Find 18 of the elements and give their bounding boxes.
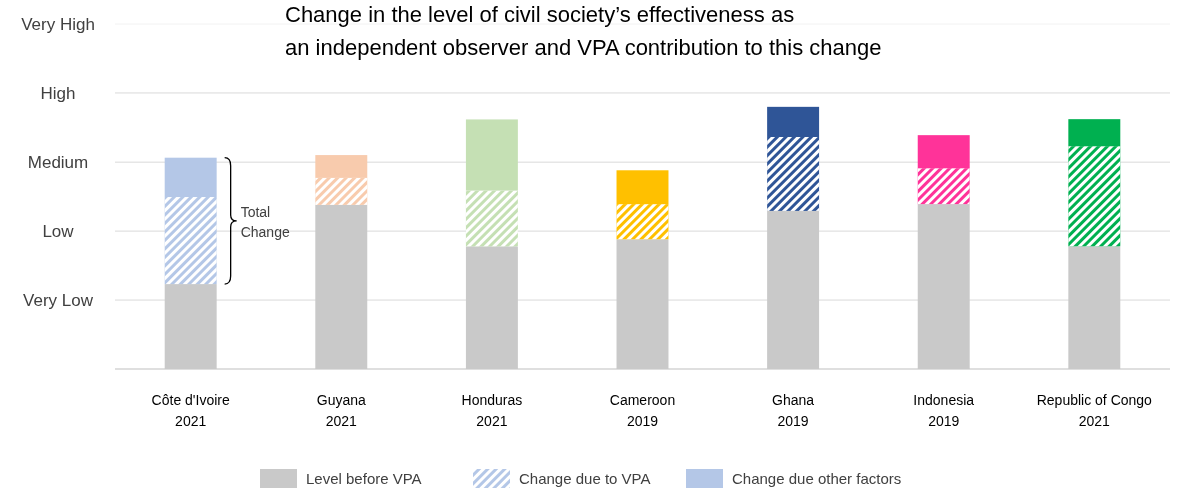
ref-line-label: High <box>40 83 76 103</box>
chart-title: Change in the level of civil society’s effectiveness as an independent observer and VPA contribution to this change <box>285 2 882 60</box>
x-tick-label: Indonesia 2019 <box>913 392 975 429</box>
ref-line-label: Low <box>42 222 75 242</box>
ref-line-label: Very High <box>21 14 95 34</box>
x-tick-label: Republic of Congo 2021 <box>1036 392 1153 429</box>
x-tick-label: Guyana 2021 <box>316 392 367 429</box>
x-tick-label: Ghana 2019 <box>772 392 815 429</box>
annotation: Total Change <box>240 203 290 240</box>
x-tick-label: Honduras 2021 <box>461 392 523 429</box>
legend-label: Change due to VPA <box>519 470 651 488</box>
legend-label: Change due other factors <box>732 470 902 488</box>
bar <box>1068 119 1121 147</box>
x-tick-label: Cameroon 2019 <box>609 392 676 429</box>
ref-line-label: Very Low <box>23 291 94 310</box>
legend-label: Level before VPA <box>306 470 422 488</box>
x-tick-label: Côte d'Ivoire 2021 <box>151 392 230 429</box>
ref-line-label: Medium <box>27 153 89 173</box>
